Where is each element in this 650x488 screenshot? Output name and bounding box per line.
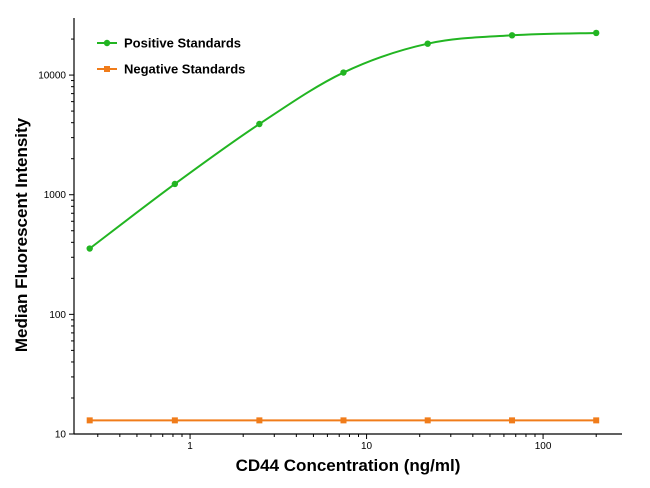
data-point [86, 417, 93, 424]
y-axis-title: Median Fluorescent Intensity [12, 117, 31, 352]
data-point [424, 417, 431, 424]
data-point [171, 180, 179, 188]
data-point [171, 417, 178, 424]
y-tick-label: 100 [49, 310, 66, 321]
legend-label: Negative Standards [124, 62, 245, 77]
y-tick-label: 10 [55, 430, 67, 441]
legend: Positive Standards Negative Standards [97, 36, 245, 77]
axes [73, 18, 622, 435]
ticks: 10 100 1000 10000 1 10 100 [38, 38, 597, 452]
legend-marker [104, 66, 110, 72]
x-tick-label: 10 [361, 441, 373, 452]
data-point [256, 417, 263, 424]
data-point [509, 417, 516, 424]
data-point [508, 32, 516, 39]
x-tick-label: 100 [535, 441, 552, 452]
data-point [593, 29, 600, 37]
data-point [340, 417, 347, 424]
data-point [340, 69, 347, 76]
y-tick-label: 10000 [38, 71, 66, 82]
data-point [424, 40, 431, 47]
legend-marker [103, 39, 111, 47]
x-axis-title: CD44 Concentration (ng/ml) [236, 456, 461, 475]
legend-item: Positive Standards [97, 36, 241, 51]
x-tick-label: 1 [187, 441, 193, 452]
legend-label: Positive Standards [124, 36, 241, 51]
y-tick-label: 1000 [44, 190, 67, 201]
series-1 [86, 417, 600, 424]
legend-item: Negative Standards [97, 62, 245, 77]
series [86, 29, 600, 424]
data-point [86, 245, 93, 252]
data-point [256, 120, 263, 128]
series-0 [86, 29, 600, 252]
data-point [593, 417, 600, 424]
